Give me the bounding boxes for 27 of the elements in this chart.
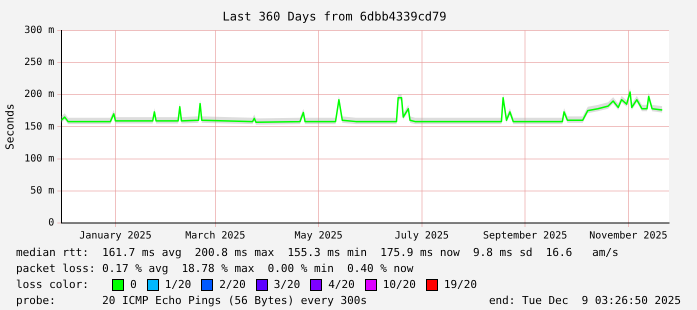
y-tick-label: 100 m xyxy=(24,153,54,164)
legend-label: 3/20 xyxy=(274,277,300,293)
y-tick-label: 250 m xyxy=(24,57,54,68)
y-tick-label: 200 m xyxy=(24,89,54,100)
legend-label: 1/20 xyxy=(164,277,192,293)
text: packet loss: 0.17 % avg 18.78 % max 0.00 % min 0.40 % now xyxy=(16,261,414,277)
y-tick-label: 300 m xyxy=(24,24,54,36)
legend-label: 4/20 xyxy=(328,277,355,293)
x-tick-label: March 2025 xyxy=(185,230,246,242)
legend-label: 10/20 xyxy=(382,277,416,293)
x-tick-label: November 2025 xyxy=(589,230,668,242)
y-tick-label: 0 xyxy=(48,218,54,229)
legend-label: 0 xyxy=(130,277,137,293)
chart-title: Last 360 Days from 6dbb4339cd79 xyxy=(222,9,446,24)
y-axis-title: Seconds xyxy=(3,104,16,150)
y-tick-label: 50 m xyxy=(30,185,54,196)
text: probe: 20 ICMP Echo Pings (56 Bytes) every 300s xyxy=(16,293,367,309)
legend-label: 2/20 xyxy=(219,277,246,293)
legend-label: 19/20 xyxy=(444,277,477,293)
x-tick-label: May 2025 xyxy=(294,230,343,242)
y-tick-label: 150 m xyxy=(24,121,54,132)
x-tick-label: January 2025 xyxy=(79,230,152,242)
text: median rtt: 161.7 ms avg 200.8 ms max 155.3 ms min 175.9 ms now 9.8 ms sd 16.6 am/s xyxy=(16,245,620,261)
x-tick-label: September 2025 xyxy=(482,230,568,242)
x-tick-label: July 2025 xyxy=(394,230,449,242)
legend-title: loss color: xyxy=(16,277,90,293)
text: end: Tue Dec 9 03:26:50 2025 xyxy=(488,293,681,309)
